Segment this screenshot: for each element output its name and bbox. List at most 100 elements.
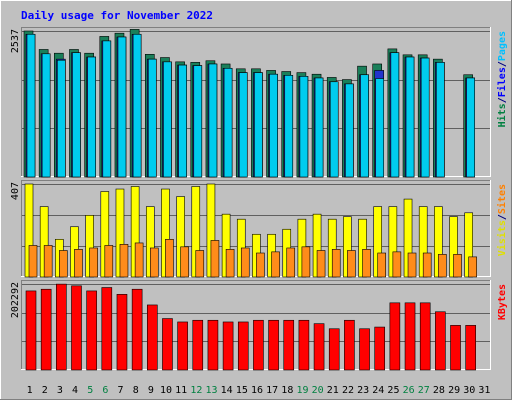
bar-kbytes [344, 319, 355, 371]
legend-hits-files-pages: Hits/Files/Pages [496, 31, 508, 127]
legend-entry: Files [496, 67, 508, 97]
bar-kbytes [192, 319, 204, 371]
bar-pages [238, 72, 248, 178]
bar-pages [223, 67, 233, 178]
bar-sites [331, 249, 341, 278]
bar-kbytes [101, 287, 113, 371]
bar-sites [89, 247, 98, 278]
bar-sites [119, 244, 129, 278]
bar-sites [28, 245, 38, 278]
legend-entry: Visits [496, 220, 508, 256]
bar-kbytes [131, 288, 143, 371]
bar-kbytes [207, 319, 219, 371]
bar-sites [347, 250, 356, 278]
bar-sites [195, 250, 205, 278]
bars-visits-sites [24, 183, 477, 278]
bar-sites [43, 245, 53, 278]
bar-kbytes [162, 318, 173, 371]
bar-kbytes [71, 285, 82, 371]
legend-visits-sites: Visits/Sites [496, 184, 508, 256]
bar-kbytes [177, 321, 188, 371]
bar-kbytes [419, 302, 431, 371]
legend-kbytes: KBytes [497, 284, 508, 320]
x-axis: 1 2 3 4 5 6 7 8 9 10 11 12 13 14 15 16 17 18 19 20 21 22 23 24 2… [27, 385, 491, 396]
bar-pages [269, 73, 278, 178]
x-tick-label: 22 [342, 385, 354, 396]
bars-hits-files-pages [23, 29, 475, 178]
bar-pages [117, 36, 127, 178]
bar-kbytes [56, 283, 67, 371]
bar-pages [345, 83, 354, 178]
y-max-label: 407 [10, 182, 21, 200]
bar-kbytes [298, 319, 310, 371]
legend-entry: Pages [497, 31, 508, 61]
bar-pages [360, 74, 369, 178]
bar-pages [163, 61, 172, 178]
x-tick-label: 21 [327, 385, 339, 396]
x-tick-label: 14 [221, 385, 233, 396]
bars-kbytes [25, 283, 476, 371]
bar-kbytes [313, 323, 325, 371]
bar-pages [284, 75, 294, 178]
bar-pages [375, 78, 385, 178]
bar-sites [256, 252, 265, 278]
bar-kbytes [435, 311, 446, 371]
legend-entry: / [497, 214, 508, 220]
bar-sites [271, 251, 280, 278]
bar-pages [87, 56, 96, 178]
y-max-label: 2537 [10, 29, 21, 53]
bar-sites [240, 247, 250, 278]
x-tick-label: 9 [148, 385, 154, 396]
bar-kbytes [450, 325, 461, 371]
bar-pages [26, 33, 36, 178]
x-tick-label: 10 [160, 385, 172, 396]
x-tick-label: 12 [190, 385, 202, 396]
bar-pages [57, 59, 66, 178]
x-tick-label: 31 [478, 385, 490, 396]
bar-pages [72, 52, 81, 178]
bar-pages [299, 76, 309, 178]
bar-kbytes [116, 294, 128, 371]
x-tick-label: 13 [205, 385, 217, 396]
bar-sites [377, 252, 387, 278]
bar-pages [102, 40, 112, 178]
legend-entry: / [497, 61, 508, 67]
x-tick-label: 23 [357, 385, 369, 396]
bar-sites [59, 250, 68, 278]
x-tick-label: 3 [57, 385, 63, 396]
bar-sites [301, 246, 311, 278]
legend-entry: KBytes [497, 284, 508, 320]
bar-kbytes [237, 321, 249, 371]
x-tick-label: 17 [266, 385, 278, 396]
x-tick-label: 4 [72, 385, 78, 396]
panels-layer: 2537Hits/Files/Pages407Visits/Sites20229… [10, 27, 508, 371]
bar-sites [362, 249, 371, 278]
bar-sites [180, 246, 189, 278]
bar-sites [286, 247, 296, 278]
bar-sites [210, 240, 220, 278]
x-tick-label: 28 [433, 385, 445, 396]
bar-sites [453, 254, 462, 278]
bar-sites [407, 252, 417, 278]
x-tick-label: 11 [175, 385, 187, 396]
legend-entry: Hits [496, 103, 508, 127]
x-tick-label: 2 [42, 385, 48, 396]
bar-kbytes [359, 328, 370, 371]
x-tick-label: 8 [133, 385, 139, 396]
bar-pages [314, 77, 324, 178]
bar-sites [438, 254, 447, 278]
bar-kbytes [40, 288, 52, 371]
bar-sites [316, 250, 326, 278]
bar-sites [104, 245, 114, 278]
x-tick-label: 5 [87, 385, 93, 396]
bar-pages [390, 52, 400, 178]
bar-kbytes [389, 302, 401, 371]
x-tick-label: 1 [27, 385, 33, 396]
bar-kbytes [404, 302, 416, 371]
bar-kbytes [86, 290, 97, 371]
bar-pages [254, 72, 263, 178]
bar-sites [392, 251, 402, 278]
bar-pages [420, 57, 430, 178]
